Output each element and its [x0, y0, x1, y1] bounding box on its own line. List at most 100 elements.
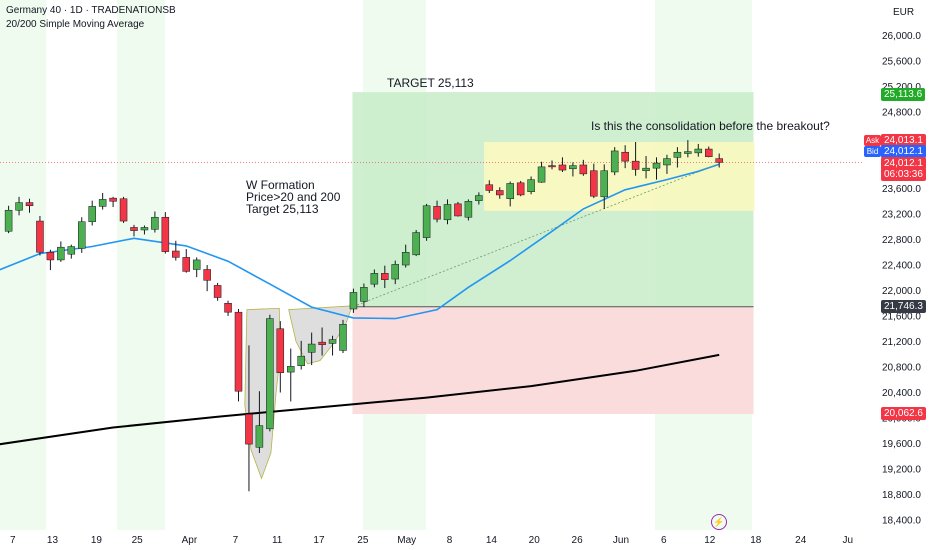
candle-body: [36, 220, 44, 253]
candle-body: [684, 151, 692, 154]
candle: [276, 321, 285, 393]
candle: [224, 300, 232, 317]
candle-body: [569, 165, 577, 170]
x-tick-label: 8: [447, 535, 453, 546]
candle: [140, 225, 149, 235]
ma20-line: [0, 163, 720, 320]
candle: [506, 181, 514, 207]
x-tick-label: 20: [529, 535, 541, 546]
y-tick-label: 25,200.0: [882, 82, 921, 93]
candle-body: [548, 165, 556, 168]
bid-label: Bid: [864, 146, 881, 157]
candle-body: [391, 264, 399, 280]
x-tick-label: 26: [572, 535, 584, 546]
candle-body: [15, 202, 23, 211]
candle: [684, 140, 692, 158]
candle: [130, 224, 138, 237]
candle: [109, 196, 117, 208]
candle-body: [140, 227, 149, 231]
candle: [307, 332, 316, 366]
candle-body: [266, 318, 274, 430]
session-band: [0, 0, 46, 530]
candle-body: [527, 179, 535, 192]
candle-body: [287, 366, 295, 373]
candle: [182, 249, 190, 273]
candle: [621, 145, 629, 169]
y-tick-label: 18,800.0: [882, 490, 921, 501]
x-tick-label: Ju: [842, 535, 853, 546]
candle: [349, 288, 358, 313]
candle-body: [443, 204, 452, 221]
target-note: TARGET 25,113: [387, 76, 474, 90]
candle-body: [652, 162, 661, 169]
w-formation-line-2: Price>20 and 200: [246, 190, 341, 204]
candle-body: [558, 164, 567, 171]
last-price-tag: 24,012.1: [881, 157, 926, 170]
y-tick-label: 22,000.0: [882, 286, 921, 297]
x-tick-label: Jun: [613, 535, 629, 546]
candle: [705, 146, 713, 158]
candle: [287, 348, 295, 402]
entry-price-tag: 21,746.3: [881, 300, 926, 313]
y-tick-label: 22,400.0: [882, 261, 921, 272]
candle-body: [422, 205, 431, 238]
lightning-icon[interactable]: ⚡: [711, 514, 727, 530]
candle-body: [172, 250, 180, 258]
y-tick-label: 26,000.0: [882, 31, 921, 42]
candle-body: [328, 339, 337, 344]
candle-body: [579, 164, 588, 175]
candle: [391, 260, 399, 285]
candle: [381, 265, 389, 288]
candle-body: [537, 166, 546, 183]
candle-body: [475, 195, 483, 201]
candle-body: [130, 227, 138, 231]
candle-body: [401, 252, 410, 266]
candle-body: [25, 202, 34, 207]
candle-body: [182, 257, 190, 272]
x-tick-label: 24: [795, 535, 807, 546]
candle-body: [213, 285, 222, 298]
candle-body: [109, 197, 117, 202]
trend-line: [353, 163, 720, 307]
candle-body: [464, 201, 473, 218]
candle: [203, 265, 211, 292]
candle-body: [234, 311, 243, 392]
candle-body: [715, 158, 723, 163]
candle-body: [307, 343, 316, 353]
candle: [548, 160, 556, 170]
x-tick-label: 11: [272, 535, 283, 546]
candle-body: [705, 148, 713, 157]
y-tick-label: 24,800.0: [882, 108, 921, 119]
y-tick-label: 20,800.0: [882, 362, 921, 373]
candle: [4, 205, 13, 234]
candle: [694, 143, 703, 157]
candle: [36, 215, 44, 256]
y-tick-label: 23,200.0: [882, 210, 921, 221]
x-tick-label: 7: [233, 535, 239, 546]
ma200-line: [0, 353, 720, 446]
candle-body: [119, 198, 128, 222]
y-tick-label: 25,600.0: [882, 57, 921, 68]
candle: [422, 203, 431, 241]
candle: [213, 282, 222, 301]
candle: [328, 335, 337, 356]
candle-body: [98, 199, 107, 207]
candle-body: [516, 182, 525, 196]
bar-countdown: 06:03:36: [881, 168, 926, 181]
indicator-label[interactable]: 20/200 Simple Moving Average: [6, 19, 145, 30]
candle: [631, 142, 640, 176]
candle: [401, 244, 410, 268]
candle: [15, 196, 23, 216]
candle: [161, 212, 170, 254]
ask-label: Ask: [864, 135, 881, 146]
candle: [67, 244, 76, 259]
candle-body: [245, 413, 253, 445]
x-tick-label: 12: [704, 535, 716, 546]
candle: [172, 240, 180, 261]
candle: [579, 159, 588, 176]
candle-body: [496, 190, 504, 196]
candle-body: [485, 184, 494, 191]
currency-label[interactable]: EUR: [893, 7, 915, 18]
x-tick-label: 18: [750, 535, 762, 546]
